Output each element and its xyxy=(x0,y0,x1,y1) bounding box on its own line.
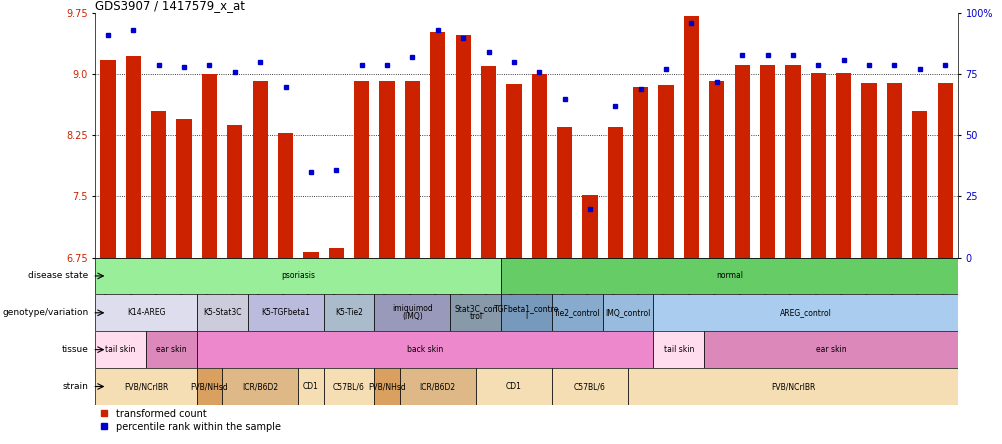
Bar xyxy=(253,81,268,258)
Bar xyxy=(911,111,927,258)
Text: Tie2_control: Tie2_control xyxy=(553,308,600,317)
Text: genotype/variation: genotype/variation xyxy=(2,308,88,317)
Text: IMQ_control: IMQ_control xyxy=(605,308,650,317)
Bar xyxy=(146,331,196,368)
Bar xyxy=(95,331,146,368)
Bar xyxy=(125,56,141,258)
Bar xyxy=(354,81,369,258)
Bar xyxy=(196,331,652,368)
Bar xyxy=(501,258,957,294)
Text: Stat3C_con
trol: Stat3C_con trol xyxy=(454,304,497,321)
Bar xyxy=(95,368,196,405)
Text: ICR/B6D2: ICR/B6D2 xyxy=(241,382,278,391)
Bar xyxy=(582,195,597,258)
Bar xyxy=(607,127,622,258)
Bar xyxy=(221,368,298,405)
Bar xyxy=(95,258,501,294)
Bar xyxy=(556,127,572,258)
Bar xyxy=(227,125,242,258)
Bar xyxy=(506,84,521,258)
Bar xyxy=(95,294,196,331)
Text: tail skin: tail skin xyxy=(663,345,693,354)
Text: tail skin: tail skin xyxy=(105,345,135,354)
Text: FVB/NHsd: FVB/NHsd xyxy=(190,382,228,391)
Bar xyxy=(298,368,324,405)
Bar xyxy=(886,83,901,258)
Legend: transformed count, percentile rank within the sample: transformed count, percentile rank withi… xyxy=(100,409,281,432)
Bar xyxy=(374,368,400,405)
Bar xyxy=(602,294,652,331)
Bar xyxy=(379,81,394,258)
Bar xyxy=(937,83,952,258)
Bar xyxy=(658,85,673,258)
Text: CD1: CD1 xyxy=(303,382,319,391)
Text: tissue: tissue xyxy=(61,345,88,354)
Bar xyxy=(329,248,344,258)
Bar xyxy=(760,65,775,258)
Bar xyxy=(652,331,703,368)
Bar xyxy=(785,65,800,258)
Bar xyxy=(551,294,602,331)
Bar xyxy=(450,294,501,331)
Bar xyxy=(374,294,450,331)
Bar xyxy=(627,368,957,405)
Text: K14-AREG: K14-AREG xyxy=(126,308,165,317)
Text: K5-Tie2: K5-Tie2 xyxy=(335,308,363,317)
Bar xyxy=(480,66,496,258)
Bar xyxy=(201,75,216,258)
Bar xyxy=(632,87,647,258)
Bar xyxy=(708,81,723,258)
Text: back skin: back skin xyxy=(407,345,443,354)
Text: C57BL/6: C57BL/6 xyxy=(573,382,605,391)
Text: ear skin: ear skin xyxy=(156,345,186,354)
Text: AREG_control: AREG_control xyxy=(779,308,831,317)
Text: K5-TGFbeta1: K5-TGFbeta1 xyxy=(261,308,310,317)
Bar xyxy=(400,368,475,405)
Bar xyxy=(733,65,749,258)
Bar xyxy=(176,119,191,258)
Bar xyxy=(196,294,247,331)
Text: strain: strain xyxy=(62,382,88,391)
Text: ear skin: ear skin xyxy=(815,345,846,354)
Bar xyxy=(455,35,470,258)
Text: TGFbeta1_contro
l: TGFbeta1_contro l xyxy=(493,304,559,321)
Text: normal: normal xyxy=(715,271,742,281)
Text: disease state: disease state xyxy=(28,271,88,281)
Bar xyxy=(405,81,420,258)
Text: FVB/NHsd: FVB/NHsd xyxy=(368,382,406,391)
Bar xyxy=(475,368,551,405)
Text: K5-Stat3C: K5-Stat3C xyxy=(202,308,241,317)
Bar xyxy=(652,294,957,331)
Bar xyxy=(531,75,546,258)
Text: ICR/B6D2: ICR/B6D2 xyxy=(419,382,455,391)
Bar xyxy=(501,294,551,331)
Bar xyxy=(324,368,374,405)
Bar xyxy=(430,32,445,258)
Text: FVB/NCrIBR: FVB/NCrIBR xyxy=(123,382,168,391)
Bar xyxy=(196,368,221,405)
Text: C57BL/6: C57BL/6 xyxy=(333,382,365,391)
Bar xyxy=(247,294,324,331)
Text: GDS3907 / 1417579_x_at: GDS3907 / 1417579_x_at xyxy=(95,0,245,12)
Bar xyxy=(551,368,627,405)
Bar xyxy=(703,331,957,368)
Bar xyxy=(836,73,851,258)
Bar xyxy=(861,83,876,258)
Bar xyxy=(810,73,825,258)
Text: psoriasis: psoriasis xyxy=(281,271,315,281)
Text: FVB/NCrIBR: FVB/NCrIBR xyxy=(770,382,815,391)
Bar xyxy=(278,133,293,258)
Bar xyxy=(303,252,319,258)
Bar xyxy=(683,16,698,258)
Text: CD1: CD1 xyxy=(505,382,521,391)
Bar xyxy=(324,294,374,331)
Bar xyxy=(100,60,115,258)
Text: imiquimod
(IMQ): imiquimod (IMQ) xyxy=(392,304,432,321)
Bar xyxy=(151,111,166,258)
